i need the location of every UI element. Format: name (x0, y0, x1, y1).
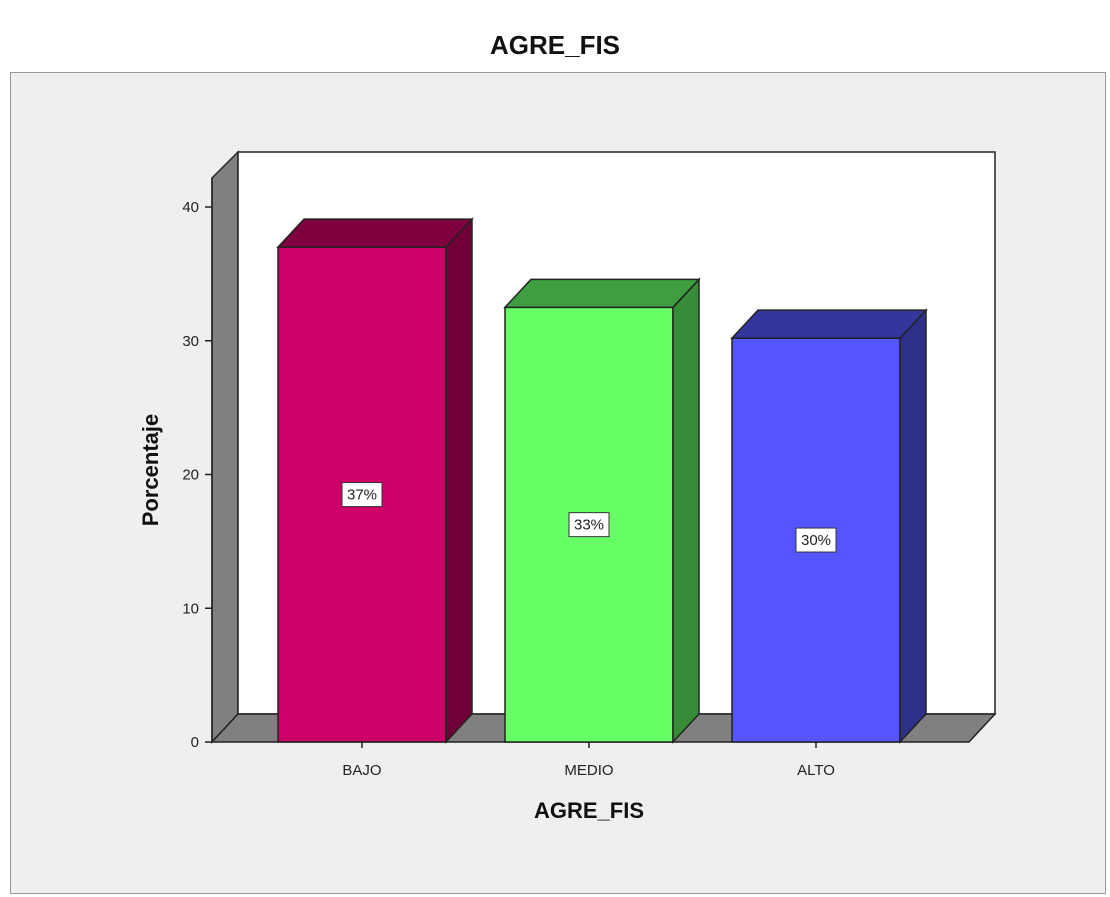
data-label: 33% (574, 517, 604, 534)
x-tick-label: ALTO (797, 762, 835, 779)
bar-bajo: 37% (276, 217, 474, 744)
bar-side (445, 217, 473, 744)
data-label: 30% (801, 532, 831, 549)
bar-medio: 33% (503, 277, 701, 744)
bar-top (503, 278, 701, 309)
y-tick-label: 40 (182, 199, 199, 216)
x-tick-labels: BAJO MEDIO ALTO (342, 742, 835, 779)
x-tick-label: BAJO (342, 762, 381, 779)
chart-title: AGRE_FIS (489, 30, 621, 60)
bar-side (899, 308, 927, 744)
x-tick-label: MEDIO (564, 762, 613, 779)
data-label: 37% (347, 487, 377, 504)
y-tick-label: 20 (182, 467, 199, 484)
y-ticks: 0 10 20 30 40 (182, 199, 212, 751)
data-label-box (341, 482, 383, 508)
y-tick-label: 0 (191, 734, 199, 751)
y-tick-label: 10 (182, 600, 199, 617)
data-label-box (568, 512, 610, 538)
data-label-box (795, 527, 837, 553)
x-axis-title: AGRE_FIS (534, 798, 644, 823)
left-wall (211, 150, 239, 744)
bar-side (672, 277, 700, 744)
bar-alto: 30% (730, 308, 928, 744)
bar-top (730, 309, 928, 339)
bar-top (276, 218, 474, 248)
y-axis-title: Porcentaje (138, 414, 163, 527)
y-tick-label: 30 (182, 333, 199, 350)
